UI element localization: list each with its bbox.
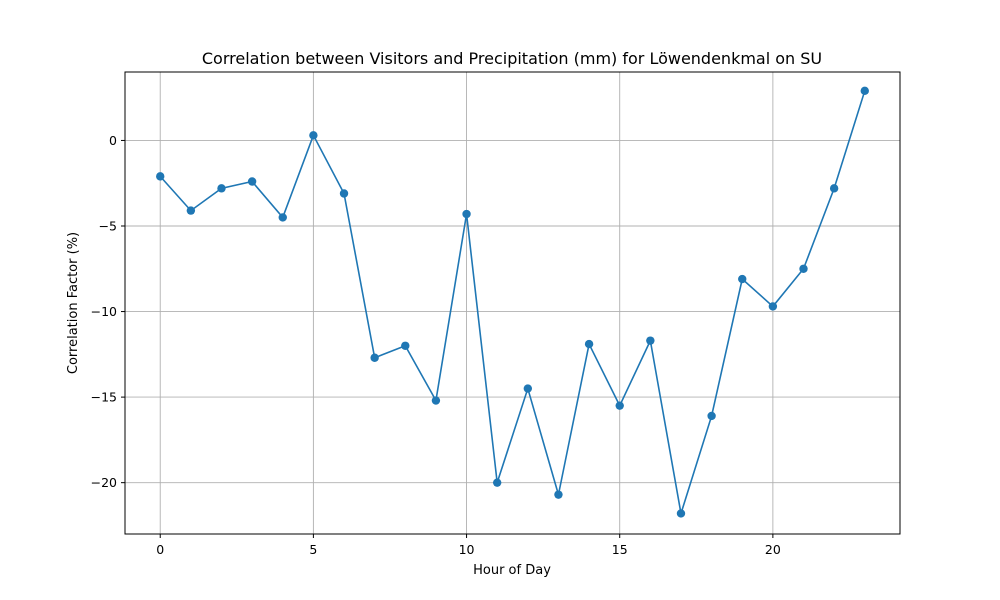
x-tick-label: 15 [612,542,628,557]
x-tick-label: 5 [309,542,317,557]
data-point [186,206,196,215]
data-point [309,131,318,140]
data-point [860,86,869,96]
data-point [768,302,778,311]
y-tick-label: −5 [99,219,117,234]
data-point [492,478,502,487]
y-axis-label: Correlation Factor (%) [66,232,81,374]
plot-frame [124,71,901,535]
data-point [431,396,441,405]
x-tick-label: 0 [156,542,164,557]
y-tick-label: −10 [91,304,117,319]
data-point [829,184,839,193]
axis-ticks: 0 5 10 15 20 0 −5 −10 −15 −20 [91,133,781,557]
chart-title: Correlation between Visitors and Precipi… [202,49,822,68]
data-point [646,336,655,345]
data-point [554,490,563,499]
data-point [462,209,471,219]
x-tick-label: 20 [765,542,781,557]
x-axis-label: Hour of Day [473,563,551,578]
series-line [159,90,866,514]
data-point [339,189,349,198]
data-point [247,177,257,186]
data-point [523,384,533,393]
y-tick-label: −20 [91,475,117,490]
series-layer [156,86,869,518]
y-tick-label: 0 [109,133,117,148]
grid-lines [125,72,900,534]
data-point [707,411,716,421]
x-tick-label: 10 [459,542,475,557]
data-point [156,172,165,181]
data-point [401,341,410,350]
data-point [738,274,747,284]
data-point [799,264,808,273]
data-point [278,213,287,222]
data-point [676,509,686,518]
y-tick-label: −15 [91,390,117,405]
data-point [615,401,624,410]
data-point [584,339,594,349]
data-point [217,184,226,193]
data-point [370,353,379,362]
